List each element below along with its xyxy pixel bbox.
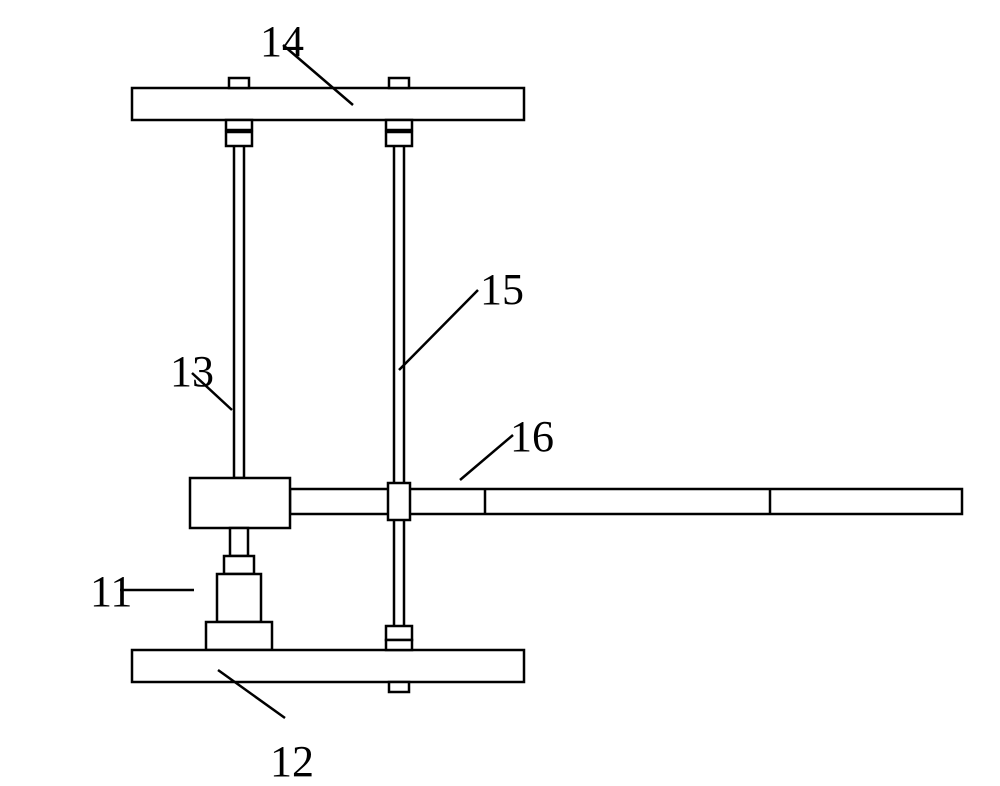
label-16: 16 xyxy=(510,412,554,461)
label-12: 12 xyxy=(270,737,314,786)
label-14: 14 xyxy=(260,17,304,66)
label-11: 11 xyxy=(90,567,132,616)
label-15: 15 xyxy=(480,265,524,314)
mechanical-diagram: 11 12 13 14 15 16 xyxy=(0,0,1000,786)
label-13: 13 xyxy=(170,347,214,396)
